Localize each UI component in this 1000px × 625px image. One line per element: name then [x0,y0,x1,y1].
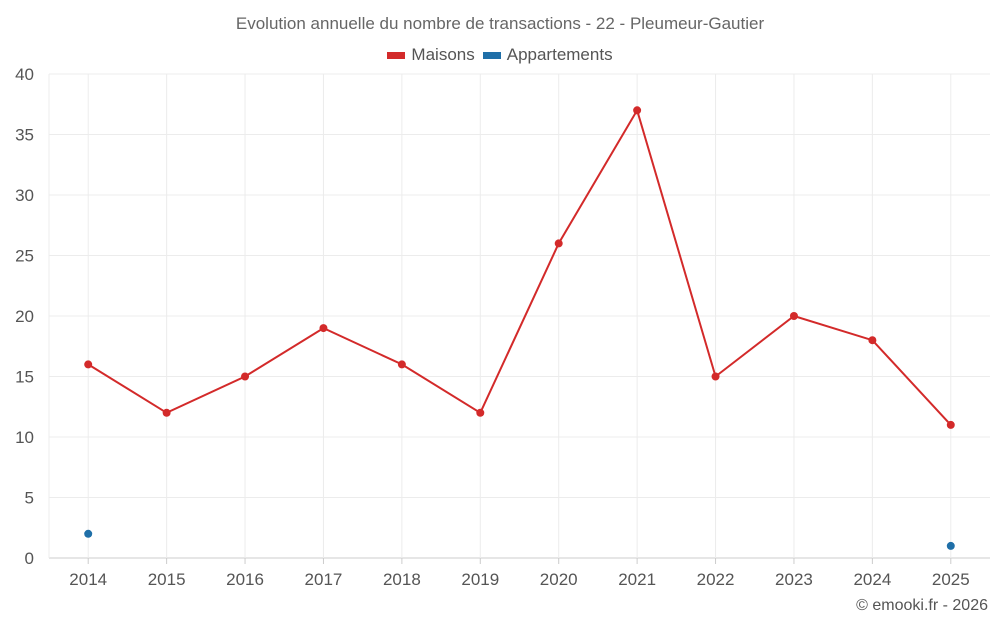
x-tick-label: 2023 [775,570,813,589]
legend-item-appartements[interactable]: Appartements [482,45,613,65]
y-tick-label: 0 [25,549,34,568]
x-tick-label: 2020 [540,570,578,589]
y-tick-label: 5 [25,489,34,508]
x-tick-label: 2022 [697,570,735,589]
data-point-maisons-2015 [162,408,171,417]
x-tick-label: 2021 [618,570,656,589]
y-tick-label: 40 [15,65,34,84]
data-point-maisons-2014 [84,360,93,369]
x-tick-label: 2018 [383,570,421,589]
legend-label-maisons: Maisons [411,45,475,64]
data-point-maisons-2018 [397,360,406,369]
data-point-maisons-2024 [868,336,877,345]
legend: Maisons Appartements [0,45,1000,65]
data-point-maisons-2020 [554,239,563,248]
y-tick-label: 30 [15,186,34,205]
x-tick-label: 2016 [226,570,264,589]
x-tick-label: 2014 [69,570,107,589]
x-tick-label: 2015 [148,570,186,589]
series-line-maisons [87,107,952,426]
x-tick-label: 2017 [305,570,343,589]
data-point-appartements-2025 [946,541,955,550]
legend-swatch-appartements [482,51,501,59]
y-tick-label: 15 [15,368,34,387]
legend-label-appartements: Appartements [506,45,613,64]
data-point-maisons-2016 [241,372,250,381]
data-point-maisons-2023 [789,312,798,320]
x-tick-label: 2024 [853,570,891,589]
data-point-maisons-2017 [319,324,328,333]
data-point-maisons-2022 [711,372,720,381]
x-tick-label: 2019 [461,570,499,589]
data-point-maisons-2025 [946,420,955,429]
y-tick-label: 25 [15,247,34,266]
y-tick-label: 10 [15,428,34,447]
legend-item-maisons[interactable]: Maisons [387,45,475,65]
chart-title: Evolution annuelle du nombre de transact… [235,14,765,33]
y-tick-label: 20 [15,307,34,326]
legend-swatch-maisons [387,51,406,59]
data-point-appartements-2014 [84,529,93,538]
data-point-maisons-2021 [633,106,642,115]
data-point-maisons-2019 [476,408,485,417]
x-tick-label: 2025 [932,570,970,589]
y-tick-label: 35 [15,126,34,145]
credit-text: © emooki.fr - 2026 [856,597,988,614]
